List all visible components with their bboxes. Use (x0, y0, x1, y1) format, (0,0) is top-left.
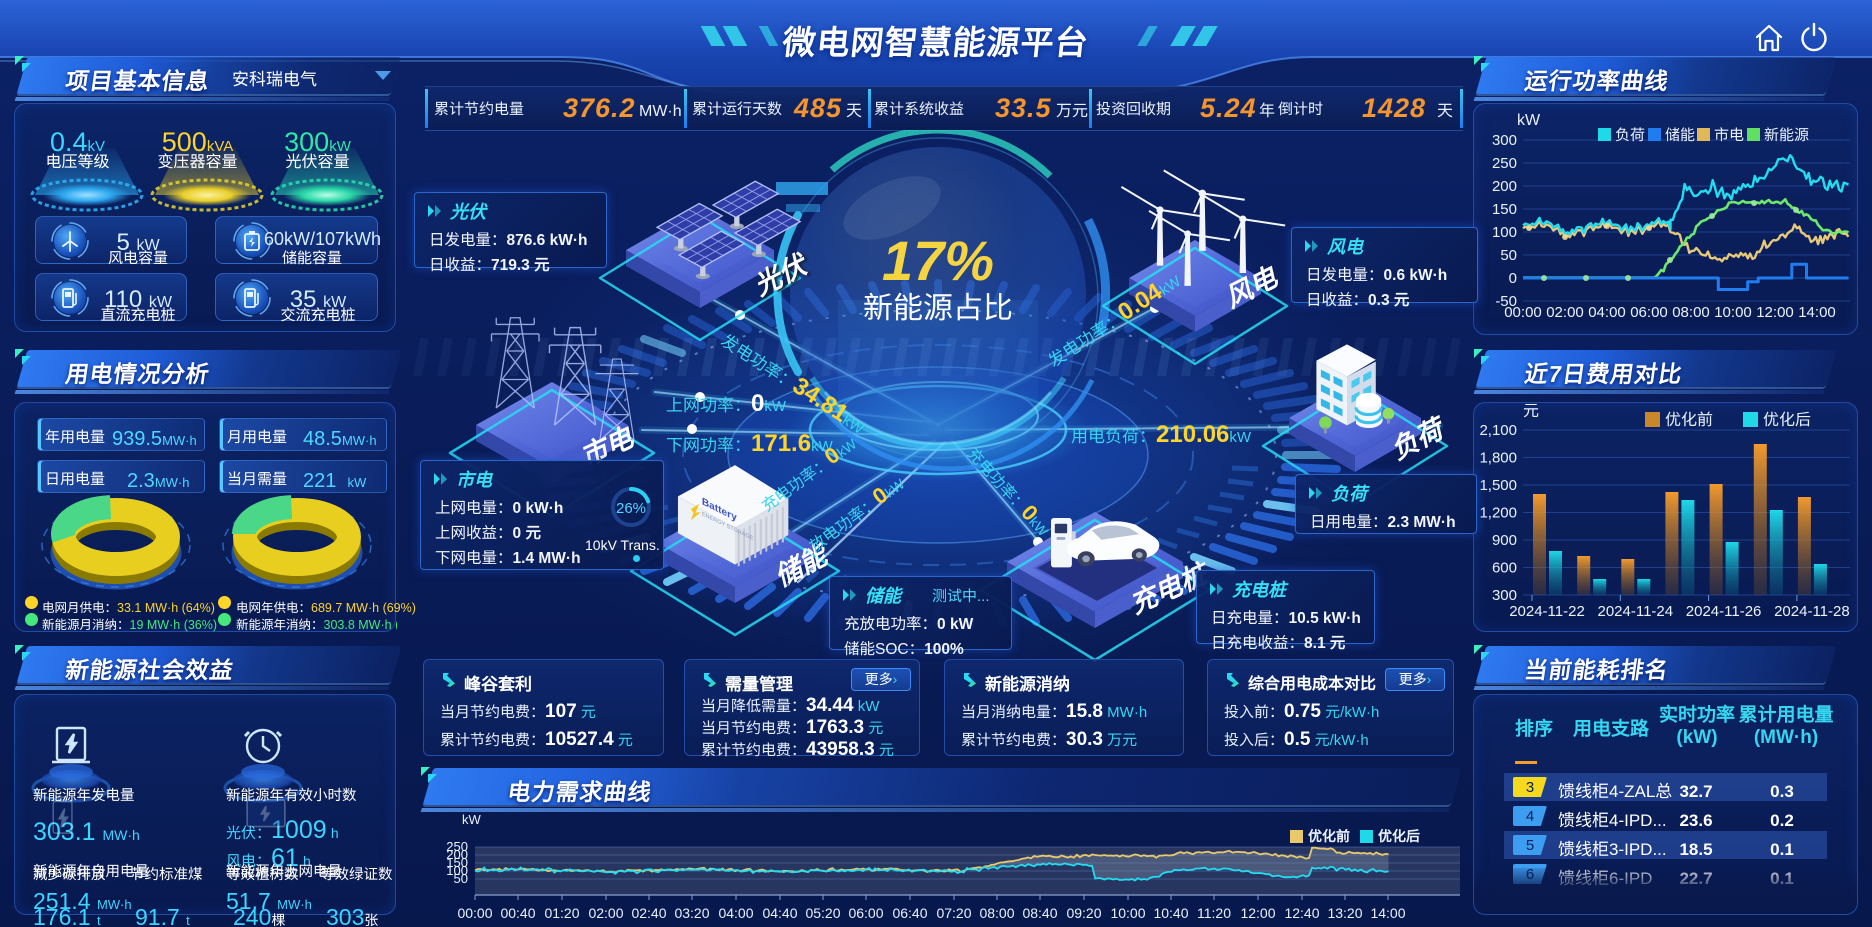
svg-text:2024-11-26: 2024-11-26 (1686, 600, 1762, 621)
svg-text:01:20: 01:20 (544, 903, 579, 923)
svg-text:00:00: 00:00 (1504, 301, 1542, 322)
svg-text:2024-11-22: 2024-11-22 (1509, 600, 1585, 621)
svg-text:2024-11-28: 2024-11-28 (1774, 600, 1850, 621)
svg-text:50: 50 (454, 868, 468, 887)
svg-text:新能源: 新能源 (1764, 124, 1809, 145)
svg-text:00:40: 00:40 (500, 903, 535, 923)
svg-text:kW: kW (462, 812, 482, 828)
svg-text:优化后: 优化后 (1378, 826, 1420, 846)
svg-text:1,200: 1,200 (1479, 502, 1517, 523)
svg-text:250: 250 (1492, 152, 1517, 173)
svg-text:2,100: 2,100 (1479, 419, 1517, 440)
svg-text:05:20: 05:20 (805, 903, 840, 923)
svg-text:07:20: 07:20 (936, 903, 971, 923)
svg-text:1,500: 1,500 (1479, 474, 1517, 495)
svg-text:06:40: 06:40 (892, 903, 927, 923)
svg-text:优化前: 优化前 (1665, 406, 1713, 430)
svg-text:04:00: 04:00 (718, 903, 753, 923)
svg-text:00:00: 00:00 (457, 903, 492, 923)
svg-text:200: 200 (446, 844, 468, 863)
svg-text:02:00: 02:00 (1546, 301, 1584, 322)
svg-text:13:20: 13:20 (1327, 903, 1362, 923)
svg-text:12:00: 12:00 (1756, 301, 1794, 322)
svg-text:03:20: 03:20 (674, 903, 709, 923)
svg-text:26%: 26% (616, 497, 646, 518)
svg-text:150: 150 (446, 852, 468, 871)
svg-text:08:00: 08:00 (979, 903, 1014, 923)
svg-text:10:00: 10:00 (1110, 903, 1145, 923)
svg-text:08:40: 08:40 (1022, 903, 1057, 923)
svg-text:100: 100 (1492, 221, 1517, 242)
svg-text:14:00: 14:00 (1370, 903, 1405, 923)
svg-text:02:40: 02:40 (631, 903, 666, 923)
svg-text:250: 250 (446, 836, 468, 855)
svg-text:10:00: 10:00 (1714, 301, 1752, 322)
svg-text:900: 900 (1492, 529, 1517, 550)
svg-text:优化后: 优化后 (1763, 406, 1811, 430)
svg-text:150: 150 (1492, 198, 1517, 219)
svg-text:02:00: 02:00 (588, 903, 623, 923)
svg-text:1,800: 1,800 (1479, 447, 1517, 468)
svg-text:12:40: 12:40 (1284, 903, 1319, 923)
svg-text:元: 元 (1523, 404, 1539, 421)
svg-text:600: 600 (1492, 557, 1517, 578)
svg-text:14:00: 14:00 (1798, 301, 1836, 322)
svg-text:200: 200 (1492, 175, 1517, 196)
svg-text:市电: 市电 (1714, 124, 1744, 145)
svg-text:优化前: 优化前 (1308, 826, 1350, 846)
svg-text:04:40: 04:40 (762, 903, 797, 923)
svg-text:2024-11-24: 2024-11-24 (1597, 600, 1673, 621)
svg-text:kW: kW (1517, 109, 1541, 130)
svg-text:17%: 17% (882, 229, 994, 292)
svg-text:09:20: 09:20 (1066, 903, 1101, 923)
svg-text:300: 300 (1492, 584, 1517, 605)
svg-text:50: 50 (1500, 244, 1517, 265)
svg-text:储能: 储能 (1665, 124, 1695, 145)
svg-text:08:00: 08:00 (1672, 301, 1710, 322)
svg-text:-50: -50 (1495, 290, 1517, 311)
svg-text:04:00: 04:00 (1588, 301, 1626, 322)
svg-text:新能源占比: 新能源占比 (863, 283, 1013, 327)
svg-text:06:00: 06:00 (1630, 301, 1668, 322)
svg-text:300: 300 (1492, 129, 1517, 150)
svg-text:06:00: 06:00 (848, 903, 883, 923)
svg-text:0: 0 (1509, 267, 1517, 288)
svg-text:10:40: 10:40 (1153, 903, 1188, 923)
svg-text:负荷: 负荷 (1615, 124, 1645, 145)
svg-text:12:00: 12:00 (1240, 903, 1275, 923)
svg-text:11:20: 11:20 (1197, 903, 1231, 923)
svg-text:100: 100 (446, 860, 468, 879)
